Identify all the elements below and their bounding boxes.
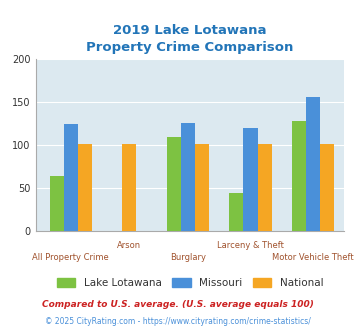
Bar (244, 128, 258, 231)
Bar (320, 144, 334, 231)
Bar (195, 144, 209, 231)
Text: Compared to U.S. average. (U.S. average equals 100): Compared to U.S. average. (U.S. average … (42, 300, 313, 309)
Bar (78, 144, 92, 231)
Title: 2019 Lake Lotawana
Property Crime Comparison: 2019 Lake Lotawana Property Crime Compar… (86, 24, 294, 54)
Bar (306, 97, 320, 231)
Legend: Lake Lotawana, Missouri, National: Lake Lotawana, Missouri, National (53, 275, 327, 291)
Text: Burglary: Burglary (170, 253, 206, 262)
Bar (50, 176, 64, 231)
Text: © 2025 CityRating.com - https://www.cityrating.com/crime-statistics/: © 2025 CityRating.com - https://www.city… (45, 317, 310, 326)
Text: Larceny & Theft: Larceny & Theft (217, 241, 284, 250)
Bar (167, 137, 181, 231)
Text: All Property Crime: All Property Crime (32, 253, 109, 262)
Text: Motor Vehicle Theft: Motor Vehicle Theft (272, 253, 354, 262)
Bar (229, 193, 244, 231)
Bar (292, 121, 306, 231)
Bar (258, 144, 272, 231)
Bar (122, 144, 136, 231)
Bar (181, 123, 195, 231)
Bar (64, 124, 78, 231)
Text: Arson: Arson (117, 241, 141, 250)
